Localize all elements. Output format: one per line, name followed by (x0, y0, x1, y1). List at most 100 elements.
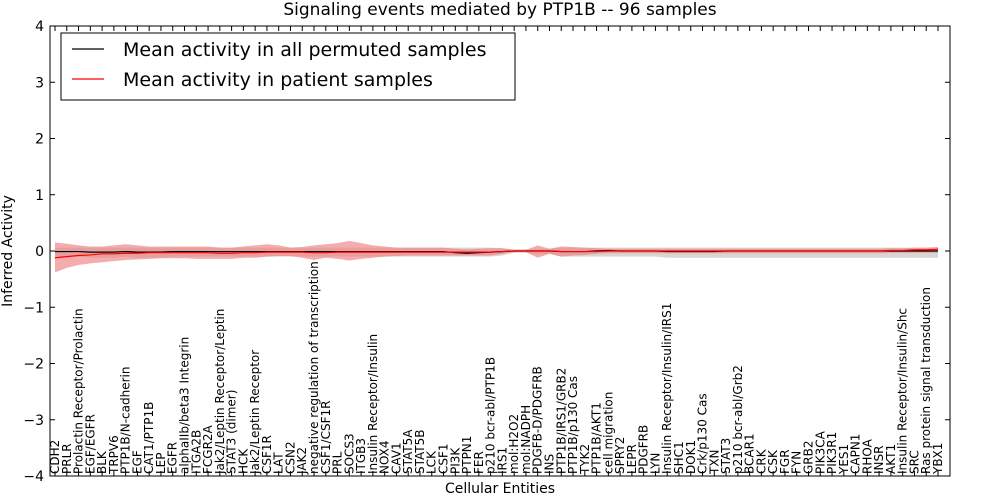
y-tick-label: 2 (35, 132, 44, 148)
x-tick-label: CSF1/CSF1R (319, 401, 333, 474)
x-tick-label: FYN (790, 451, 804, 474)
x-tick-label: cell migration (601, 392, 615, 474)
x-tick-label: Jak2/Leptin Receptor/Leptin (213, 309, 227, 475)
x-tick-label: mol:H2O2 (507, 414, 521, 474)
x-tick-label: Crk/p130 Cas (696, 393, 710, 474)
x-tick-label: EGF/EGFR (83, 414, 97, 474)
x-tick-label: FGR (778, 449, 792, 474)
legend: Mean activity in all permuted samples Me… (60, 32, 516, 101)
x-tick-label: HCK (236, 448, 250, 474)
x-tick-label: CSF1 (437, 443, 451, 474)
x-tick-label: Prolactin Receptor/Prolactin (72, 308, 86, 474)
x-tick-label: CAT1/PTP1B (142, 402, 156, 474)
y-tick-label: −1 (23, 300, 44, 316)
tick-layer (50, 25, 950, 477)
band-patient (55, 240, 938, 273)
x-tick-label: CRK (754, 448, 768, 474)
x-tick-label: PTP1B/N-cadherin (119, 367, 133, 474)
x-tick-label: negative regulation of transcription (307, 261, 321, 474)
x-tick-label: PTP1B/AKT1 (590, 402, 604, 474)
x-tick-label: IRS1 (495, 447, 509, 474)
x-tick-label: STAT3 (dimer) (225, 390, 239, 474)
x-tick-label: mol:NADPH (519, 405, 533, 474)
x-tick-label: CSN2 (284, 441, 298, 474)
legend-label-permuted: Mean activity in all permuted samples (123, 39, 486, 61)
x-tick-label: LAT (272, 452, 286, 474)
x-tick-label: CSK (766, 449, 780, 474)
x-tick-label: Insulin Receptor/Insulin/IRS1 (660, 303, 674, 474)
x-tick-label: EGFR (166, 442, 180, 474)
x-tick-label: TRPV6 (107, 435, 121, 475)
x-tick-label: JAK2 (295, 447, 309, 475)
x-tick-label: ITGB3 (354, 438, 368, 474)
line-layer (54, 248, 939, 259)
x-tick-label: FCGR2A (201, 424, 215, 474)
x-tick-label: PIK3CA (813, 430, 827, 474)
x-tick-label: p210 bcr-abl/PTP1B (484, 357, 498, 474)
x-tick-label: SPRY2 (613, 437, 627, 474)
x-tick-label: CAPN1 (849, 434, 863, 474)
x-tick-label: ITGA2B (189, 430, 203, 474)
x-tick-label: AKT1 (884, 444, 898, 474)
y-tick-label: −3 (23, 413, 44, 429)
x-tick-label: INS (543, 454, 557, 474)
x-tick-label: TYK2 (578, 444, 592, 475)
x-tick-label: RHOA (860, 438, 874, 474)
y-tick-labels: 4 3 2 1 0 −1 −2 −3 −4 (23, 19, 44, 485)
x-tick-label: FER (472, 451, 486, 474)
x-tick-label: PI3K (448, 447, 462, 474)
x-tick-label: PIK3R1 (825, 432, 839, 474)
band-layer (55, 240, 938, 273)
x-tick-label: CAV1 (389, 442, 403, 474)
x-tick-label: p210 bcr-abl/Grb2 (731, 365, 745, 474)
y-tick-label: 4 (35, 19, 44, 35)
x-tick-label: PRLR (60, 443, 74, 474)
x-tick-label: PRL (331, 451, 345, 474)
x-tick-label: CDH2 (48, 440, 62, 474)
x-tick-label: BLK (95, 450, 109, 474)
x-tick-label: GRB2 (802, 440, 816, 474)
x-tick-label: YES1 (837, 444, 851, 475)
x-tick-label: Jak2/Leptin Receptor (248, 350, 262, 475)
x-tick-label: STAT3 (719, 438, 733, 474)
x-tick-label: NOX4 (378, 440, 392, 474)
x-tick-label: PDGFB-D/PDGFRB (531, 366, 545, 474)
series-line-patient (54, 248, 939, 259)
x-axis-label: Cellular Entities (445, 481, 555, 497)
x-tick-label: alphaIIb/beta3 Integrin (178, 337, 192, 474)
x-tick-label: LEP (154, 452, 168, 474)
x-tick-label: Insulin Receptor/Insulin/Shc (896, 308, 910, 474)
x-tick-label: YBX1 (931, 443, 945, 475)
x-tick-label: EGF (130, 450, 144, 474)
x-tick-label: Ras protein signal transduction (919, 287, 933, 474)
x-tick-label: DOK1 (684, 440, 698, 474)
x-tick-label: SOCS3 (342, 433, 356, 474)
x-tick-label: STAT5B (413, 430, 427, 475)
y-tick-label: 1 (35, 188, 44, 204)
y-tick-label: 0 (35, 244, 44, 260)
y-axis-label: Inferred Activity (0, 195, 16, 307)
legend-label-patient: Mean activity in patient samples (123, 69, 433, 91)
x-tick-label: LCK (425, 450, 439, 474)
x-tick-label: LYN (648, 453, 662, 474)
legend-box (60, 32, 516, 101)
x-tick-label: PDGFRB (637, 425, 651, 474)
x-tick-label: PTP1B/IRS1/GRB2 (554, 368, 568, 474)
x-tick-label: SRC (908, 450, 922, 474)
y-tick-label: −2 (23, 357, 44, 373)
x-tick-label: INSR (872, 446, 886, 474)
x-tick-label: CSF1R (260, 435, 274, 474)
y-tick-label: 3 (35, 75, 44, 91)
x-tick-label: PTPN1 (460, 436, 474, 474)
x-tick-label: SHC1 (672, 441, 686, 474)
x-tick-label: STAT5A (401, 429, 415, 474)
x-tick-label: TXN (707, 449, 721, 475)
x-tick-label: Insulin Receptor/Insulin (366, 334, 380, 474)
x-tick-label: LEPR (625, 444, 639, 474)
x-tick-label: BCAR1 (743, 433, 757, 474)
x-tick-label: PTP1B/p130 Cas (566, 376, 580, 474)
y-tick-label: −4 (23, 469, 44, 485)
chart-title: Signaling events mediated by PTP1B -- 96… (283, 0, 716, 20)
